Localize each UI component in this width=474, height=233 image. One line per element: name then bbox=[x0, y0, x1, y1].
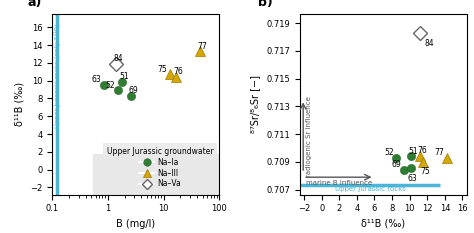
Y-axis label: ⁸⁷Sr/⁸₆Sr [−]: ⁸⁷Sr/⁸₆Sr [−] bbox=[250, 75, 261, 133]
Text: Upper Jurassic rocks: Upper Jurassic rocks bbox=[335, 185, 405, 192]
X-axis label: B (mg/l): B (mg/l) bbox=[116, 219, 155, 229]
Text: 77: 77 bbox=[434, 148, 444, 157]
Text: a): a) bbox=[27, 0, 41, 9]
Text: 84: 84 bbox=[424, 39, 434, 48]
Text: 69: 69 bbox=[128, 86, 138, 95]
Legend: Na–Ia, Na–III, Na–Va: Na–Ia, Na–III, Na–Va bbox=[103, 143, 217, 192]
Text: 69: 69 bbox=[391, 160, 401, 169]
Text: 51: 51 bbox=[409, 147, 418, 156]
Text: 63: 63 bbox=[91, 75, 101, 84]
Text: b): b) bbox=[258, 0, 273, 9]
Text: 63: 63 bbox=[408, 174, 418, 183]
Text: 52: 52 bbox=[384, 148, 393, 157]
Text: 84: 84 bbox=[113, 54, 123, 63]
Bar bbox=[93, 154, 219, 195]
Text: 75: 75 bbox=[157, 65, 167, 74]
Text: 75: 75 bbox=[420, 168, 430, 176]
Text: Upper Jurassic rocks (only δ¹¹B): Upper Jurassic rocks (only δ¹¹B) bbox=[54, 23, 62, 128]
X-axis label: δ¹¹B (‰): δ¹¹B (‰) bbox=[361, 219, 405, 229]
Text: radiogenic Sr influence: radiogenic Sr influence bbox=[306, 96, 312, 177]
Text: marine B influence: marine B influence bbox=[306, 180, 372, 186]
Text: 52: 52 bbox=[105, 81, 115, 90]
Text: 76: 76 bbox=[418, 146, 427, 155]
Text: 77: 77 bbox=[197, 41, 207, 51]
Text: 76: 76 bbox=[173, 67, 183, 76]
Text: 51: 51 bbox=[119, 72, 129, 81]
Y-axis label: δ¹¹B (‰): δ¹¹B (‰) bbox=[15, 82, 25, 126]
